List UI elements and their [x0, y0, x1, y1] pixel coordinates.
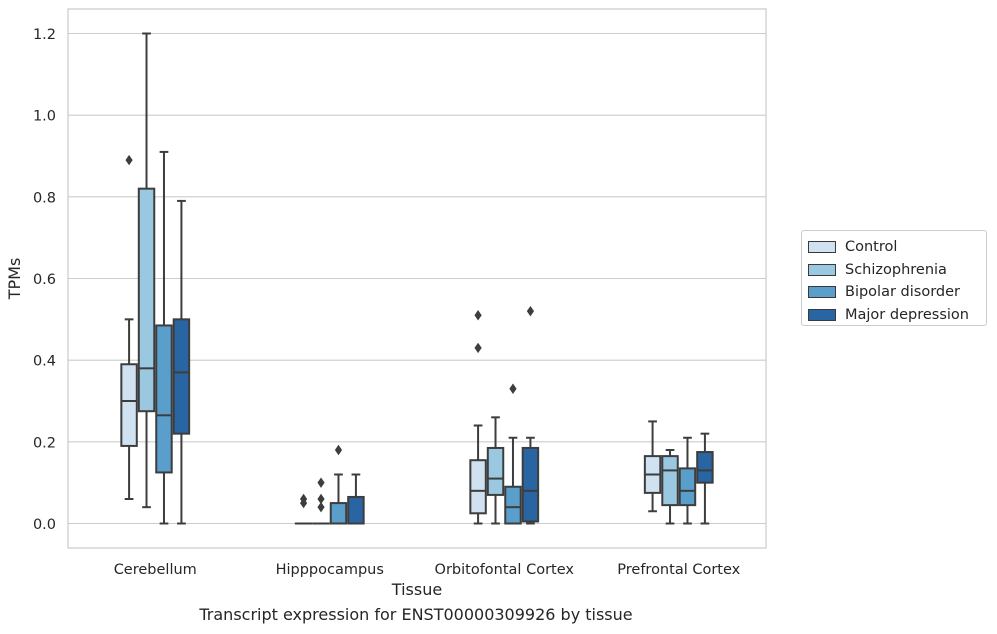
box-iqr: [155, 324, 173, 474]
x-tick-label: Hipppocampus: [276, 562, 384, 578]
box-schizophrenia: [312, 477, 330, 525]
legend-label: Schizophrenia: [845, 261, 947, 278]
y-axis-label: TPMs: [5, 258, 24, 301]
legend-item: Schizophrenia: [808, 259, 986, 282]
x-tick-label: Prefrontal Cortex: [617, 562, 740, 578]
box-schizophrenia: [661, 449, 679, 525]
box-major-depression: [521, 305, 540, 525]
box-iqr: [137, 187, 156, 413]
box-iqr: [661, 455, 679, 507]
y-tick-label: 1.0: [33, 109, 56, 125]
box-iqr: [521, 446, 540, 523]
legend-label: Control: [845, 239, 898, 256]
outlier-point: [317, 477, 325, 488]
box-schizophrenia: [137, 32, 156, 509]
legend-label: Bipolar disorder: [845, 284, 960, 301]
outlier-point: [474, 310, 482, 321]
legend-swatch: [808, 241, 836, 254]
box-iqr: [172, 318, 191, 435]
box-schizophrenia: [486, 416, 505, 525]
outlier-point: [317, 501, 325, 513]
outlier-point: [125, 154, 133, 166]
box-major-depression: [172, 199, 191, 525]
x-axis-ticks: Cerebellum Hipppocampus Orbitofontal Corte…: [114, 562, 741, 578]
box-major-depression: [347, 473, 365, 525]
outlier-point: [474, 342, 482, 354]
legend-label: Major depression: [845, 306, 969, 323]
box-bipolar-disorder: [155, 150, 173, 525]
legend-swatch: [808, 286, 836, 299]
legend-item: Bipolar disorder: [808, 281, 986, 304]
legend: Control Schizophrenia Bipolar disorder Majo…: [801, 230, 987, 326]
box-plot-series: [120, 32, 714, 525]
box-iqr: [329, 502, 348, 525]
box-bipolar-disorder: [329, 444, 348, 525]
box-iqr: [504, 485, 522, 525]
y-tick-label: 0.0: [33, 517, 56, 533]
box-bipolar-disorder: [504, 383, 522, 525]
plot-frame: [67, 8, 767, 549]
legend-item: Major depression: [808, 304, 986, 327]
outlier-point: [334, 444, 343, 456]
y-tick-label: 1.2: [33, 27, 56, 43]
box-control: [120, 154, 138, 500]
y-tick-label: 0.4: [33, 354, 56, 370]
box-control: [469, 310, 487, 525]
y-tick-label: 0.6: [33, 272, 56, 288]
x-tick-label: Cerebellum: [114, 562, 197, 578]
y-axis-ticks: 0.0 0.2 0.4 0.6 0.8 1.0 1.2: [33, 27, 56, 533]
x-tick-label: Orbitofontal Cortex: [435, 562, 575, 578]
x-axis-label: Tissue: [391, 580, 442, 599]
box-bipolar-disorder: [678, 436, 697, 525]
box-iqr: [486, 446, 505, 496]
outlier-point: [299, 493, 308, 505]
box-control: [294, 493, 313, 525]
box-iqr: [347, 495, 365, 525]
y-tick-label: 0.2: [33, 435, 56, 451]
legend-item: Control: [808, 236, 986, 259]
outlier-point: [526, 305, 535, 317]
box-control: [643, 420, 662, 513]
outlier-point: [317, 493, 325, 505]
box-iqr: [678, 467, 697, 507]
box-iqr: [120, 363, 138, 447]
legend-swatch: [808, 308, 836, 321]
box-iqr: [696, 451, 714, 484]
box-iqr: [469, 459, 487, 515]
box-major-depression: [696, 432, 714, 525]
outlier-point: [509, 383, 517, 394]
legend-swatch: [808, 263, 836, 276]
y-tick-label: 0.8: [33, 190, 56, 206]
chart-caption: Transcript expression for ENST0000030992…: [199, 605, 633, 624]
